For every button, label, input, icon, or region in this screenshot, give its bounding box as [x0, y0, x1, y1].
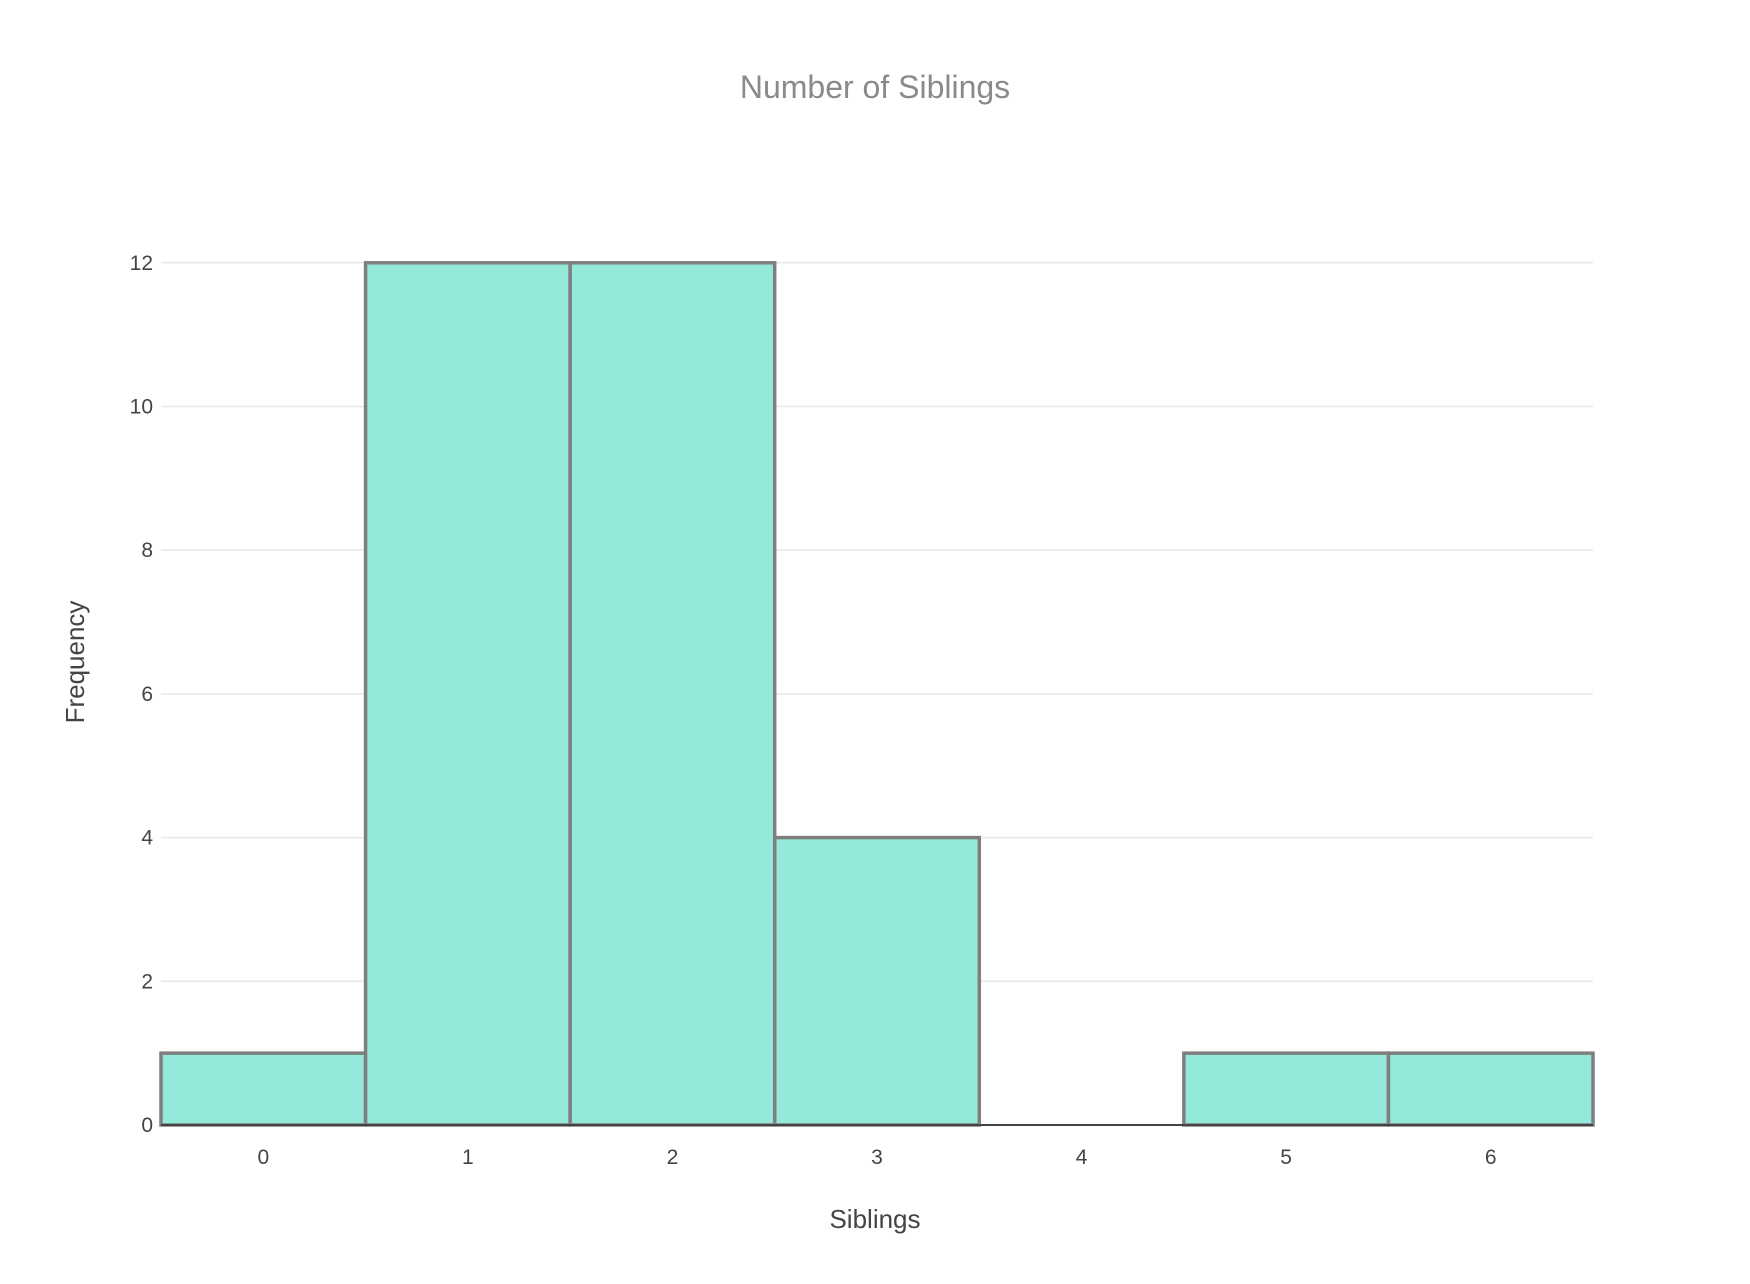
x-axis-ticks: 0 1 2 3 4 5 6 [257, 1146, 1496, 1169]
histogram-bar [159, 1051, 368, 1127]
histogram-bar [772, 835, 982, 1127]
histogram-bar [363, 261, 572, 1127]
x-tick-label: 1 [462, 1146, 474, 1169]
y-tick-label: 8 [141, 539, 153, 562]
histogram-bar [1386, 1051, 1595, 1127]
histogram-bar [568, 261, 777, 1127]
y-tick-label: 12 [130, 252, 153, 275]
x-tick-label: 5 [1280, 1146, 1292, 1169]
y-tick-label: 0 [141, 1114, 153, 1137]
y-axis-ticks: 0 2 4 6 8 10 12 [130, 252, 154, 1137]
x-tick-label: 4 [1076, 1146, 1088, 1169]
chart-title: Number of Siblings [740, 69, 1010, 105]
x-tick-label: 2 [667, 1146, 679, 1169]
x-axis-title: Siblings [829, 1204, 920, 1234]
y-tick-label: 10 [130, 395, 153, 418]
x-tick-label: 6 [1485, 1146, 1497, 1169]
y-tick-label: 2 [141, 970, 153, 993]
x-tick-label: 0 [257, 1146, 269, 1169]
y-tick-label: 6 [141, 683, 153, 706]
bars [159, 261, 1595, 1127]
y-axis-title: Frequency [60, 601, 90, 724]
y-tick-label: 4 [141, 827, 153, 850]
histogram-bar [1182, 1051, 1391, 1127]
x-tick-label: 3 [871, 1146, 883, 1169]
